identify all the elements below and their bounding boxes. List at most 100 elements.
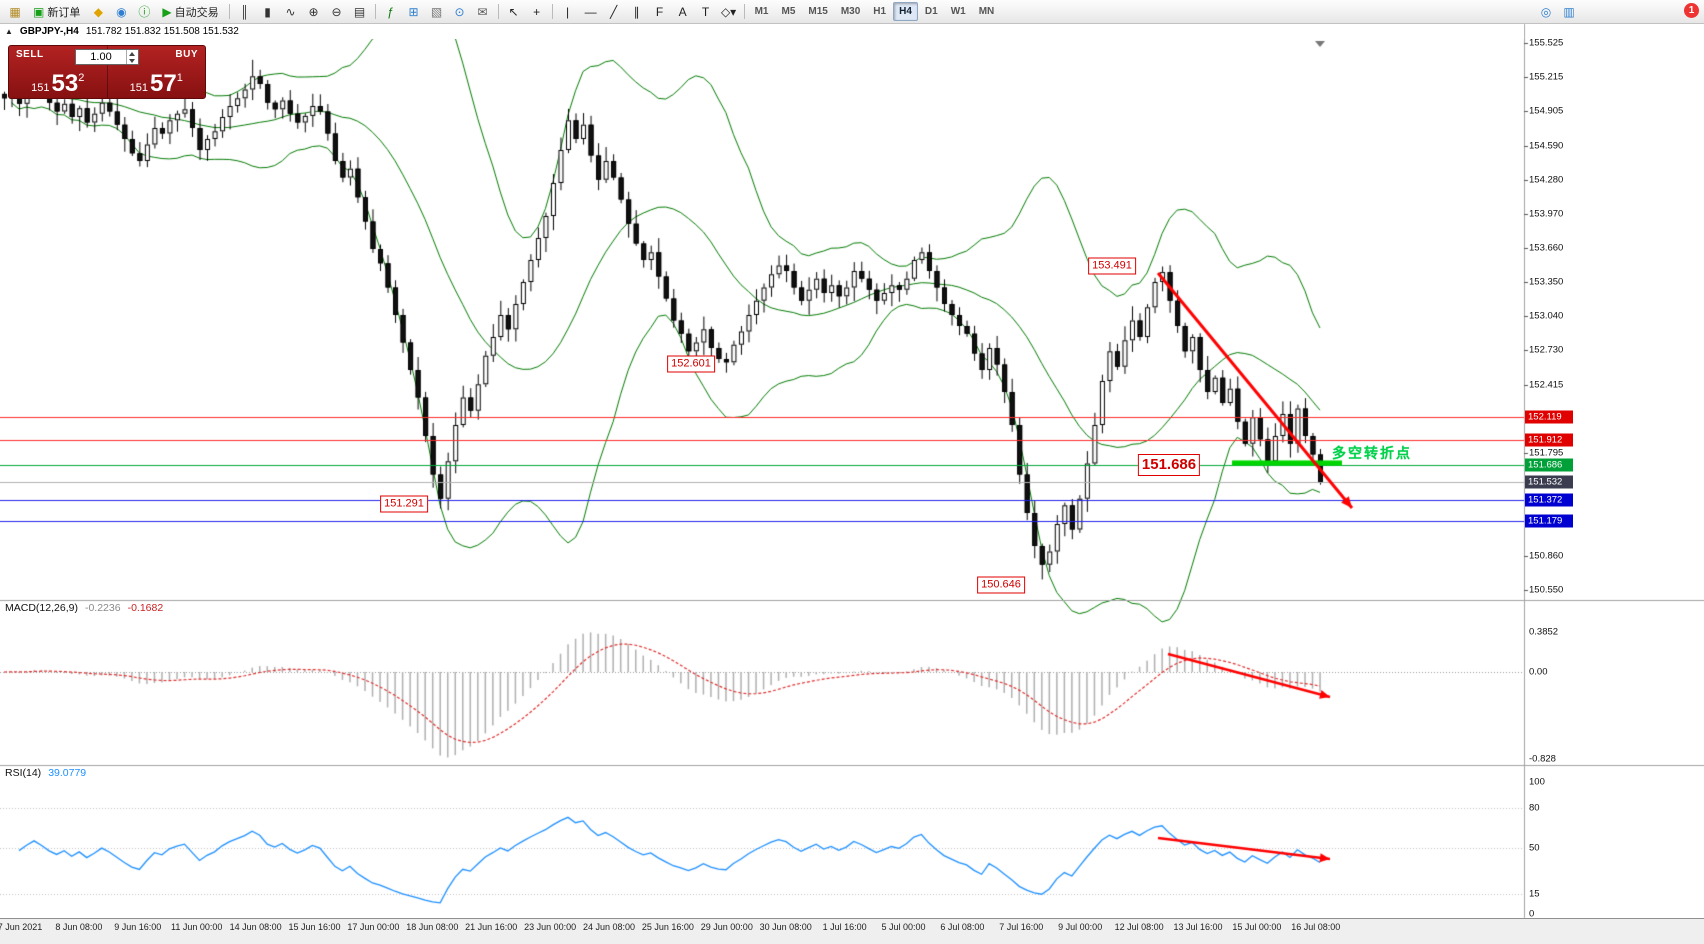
timeframe-h4[interactable]: H4 [893,2,918,21]
symbol-search-icon[interactable]: ◎ [1535,1,1557,23]
time-axis-label: 18 Jun 08:00 [406,922,459,932]
tile-windows-icon[interactable]: ▤ [349,1,371,23]
timeframe-h1[interactable]: H1 [873,6,887,17]
time-axis-label: 7 Jun 2021 [0,922,43,932]
price-tag-151.912: 151.912 [1525,433,1573,447]
vertical-line-icon[interactable]: | [557,1,579,23]
price-axis-label: 154.905 [1529,105,1564,117]
horizontal-line-icon[interactable]: — [580,1,602,23]
price-axis-label: 154.590 [1529,140,1564,152]
bar-chart-icon[interactable]: ║ [234,1,256,23]
spinner-down-icon[interactable] [127,57,138,64]
fibonacci-icon[interactable]: F [649,1,671,23]
timeframe-w1[interactable]: W1 [950,6,966,17]
cursor-icon: ↖ [508,4,519,19]
channel-icon[interactable]: ∥ [626,1,648,23]
autotrading-button[interactable]: ▶ 自动交易 [156,1,224,23]
macd-signal-value: -0.1682 [127,602,164,614]
sell-button[interactable]: SELL 151532 [9,46,108,98]
price-tag-151.532: 151.532 [1525,475,1573,489]
mail-icon[interactable]: ✉ [472,1,494,23]
charts-icon: ▦ [9,4,21,19]
timeframe-d1[interactable]: D1 [924,6,938,17]
toolbar-separator [743,4,745,19]
new-order-button-label: 新订单 [47,6,81,19]
time-axis-label: 13 Jul 16:00 [1173,922,1223,932]
time-axis-strip [0,918,1704,944]
spinner-up-icon[interactable] [127,50,138,57]
rsi-axis-label: 80 [1529,802,1540,814]
toolbar-separator [374,4,376,19]
shapes-icon[interactable]: ◇▾ [718,1,740,23]
line-chart-icon[interactable]: ∿ [280,1,302,23]
alerts-icon[interactable]: ⊙ [449,1,471,23]
macd-main-value: -0.2236 [84,602,121,614]
time-axis-label: 23 Jun 00:00 [524,922,577,932]
price-tag-151.686: 151.686 [1525,458,1573,472]
timeframe-mn[interactable]: MN [978,6,995,17]
timeframe-m15[interactable]: M15 [808,6,828,17]
shapes-icon: ◇▾ [720,4,737,19]
price-annotation: 151.686 [1137,454,1201,477]
volume-spinner[interactable] [126,50,138,64]
price-axis-label: 153.970 [1529,208,1564,220]
collapse-panel-arrow[interactable]: ▲ [5,27,13,36]
indicators-icon[interactable]: ƒ [380,1,402,23]
accounts-icon: ◉ [116,4,127,19]
rsi-header: RSI(14) 39.0779 [5,767,86,779]
timeframe-m30[interactable]: M30 [840,6,861,17]
info-icon[interactable]: ⓘ [133,1,155,23]
candlestick-chart-icon[interactable]: ▮ [257,1,279,23]
macd-header: MACD(12,26,9) -0.2236 -0.1682 [5,602,163,614]
horizontal-line-icon: — [584,4,597,19]
bar-chart-icon: ║ [240,4,249,19]
time-axis-label: 25 Jun 16:00 [641,922,694,932]
new-order-button[interactable]: ▣ 新订单 [27,1,86,23]
cursor-icon[interactable]: ↖ [503,1,525,23]
time-axis-label: 1 Jul 16:00 [822,922,867,932]
candlestick-chart-icon: ▮ [264,4,271,19]
price-axis-label: 152.415 [1529,379,1564,391]
zoom-in-icon: ⊕ [308,4,319,19]
toolbar-separator [551,4,553,19]
price-annotation: 152.601 [667,355,715,373]
templates-icon[interactable]: ▧ [426,1,448,23]
time-axis-label: 12 Jul 08:00 [1114,922,1164,932]
chart-ohlc-values: 151.782 151.832 151.508 151.532 [85,26,239,37]
time-axis-label: 9 Jul 00:00 [1058,922,1103,932]
buy-button[interactable]: BUY 151571 [108,46,206,98]
zoom-out-icon[interactable]: ⊖ [326,1,348,23]
accounts-icon[interactable]: ◉ [110,1,132,23]
macd-axis-label: 0.00 [1529,666,1548,678]
price-tag-151.372: 151.372 [1525,493,1573,507]
timeframe-m5[interactable]: M5 [781,6,796,17]
arrow-objects-icon[interactable]: T [695,1,717,23]
market-watch-icon[interactable]: ◆ [87,1,109,23]
timeframe-m1[interactable]: M1 [754,6,769,17]
charts-icon[interactable]: ▦ [4,1,26,23]
window-layout-icon[interactable]: ▥ [1558,1,1580,23]
rsi-axis-label: 100 [1529,776,1545,788]
crosshair-icon[interactable]: + [526,1,548,23]
chart-title-bar: ▲ GBPJPY-,H4 151.782 151.832 151.508 151… [0,24,1524,39]
time-axis-label: 8 Jun 08:00 [55,922,103,932]
zoom-out-icon: ⊖ [331,4,342,19]
price-axis-label: 150.550 [1529,584,1564,596]
zoom-in-icon[interactable]: ⊕ [303,1,325,23]
volume-input[interactable] [76,50,126,64]
price-axis-label: 155.215 [1529,71,1564,83]
rsi-value: 39.0779 [48,767,87,779]
price-axis-label: 150.860 [1529,550,1564,562]
price-annotation: 153.491 [1088,257,1136,275]
time-axis-label: 21 Jun 16:00 [465,922,518,932]
alerts-icon: ⊙ [454,4,465,19]
window-layout-icon: ▥ [1563,4,1575,19]
notification-badge[interactable]: 1 [1684,3,1699,18]
time-axis-label: 17 Jun 00:00 [347,922,400,932]
trendline-icon[interactable]: ╱ [603,1,625,23]
text-label-icon[interactable]: A [672,1,694,23]
macd-name: MACD(12,26,9) [5,602,78,614]
periods-icon[interactable]: ⊞ [403,1,425,23]
price-axis-label: 153.350 [1529,276,1564,288]
